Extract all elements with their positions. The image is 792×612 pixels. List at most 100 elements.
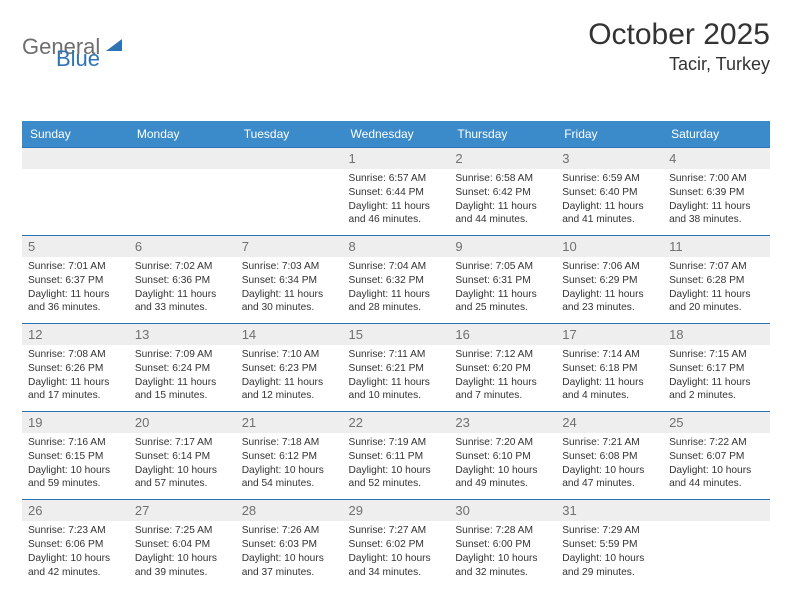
day-cell: 9 Sunrise: 7:05 AMSunset: 6:31 PMDaylight… — [449, 236, 556, 324]
day-details: Sunrise: 7:04 AMSunset: 6:32 PMDaylight:… — [349, 260, 444, 315]
week-row: 26Sunrise: 7:23 AMSunset: 6:06 PMDayligh… — [22, 500, 770, 588]
day-details: Sunrise: 7:18 AMSunset: 6:12 PMDaylight:… — [242, 436, 337, 491]
day-number: 12 — [22, 324, 129, 345]
day-details: Sunrise: 6:57 AMSunset: 6:44 PMDaylight:… — [349, 172, 444, 227]
day-cell: 22 Sunrise: 7:19 AMSunset: 6:11 PMDayligh… — [343, 412, 450, 500]
day-details: Sunrise: 7:03 AMSunset: 6:34 PMDaylight:… — [242, 260, 337, 315]
empty-day — [236, 148, 343, 169]
logo-word-blue: Blue — [56, 46, 100, 71]
day-cell: 4 Sunrise: 7:00 AMSunset: 6:39 PMDaylight… — [663, 148, 770, 236]
day-number: 26 — [22, 500, 129, 521]
day-cell: 29 Sunrise: 7:27 AMSunset: 6:02 PMDayligh… — [343, 500, 450, 588]
day-details: Sunrise: 7:26 AMSunset: 6:03 PMDaylight:… — [242, 524, 337, 579]
day-cell: 31 Sunrise: 7:29 AMSunset: 5:59 PMDayligh… — [556, 500, 663, 588]
week-row: 1 Sunrise: 6:57 AMSunset: 6:44 PMDaylight… — [22, 148, 770, 236]
day-number: 11 — [663, 236, 770, 257]
day-number: 1 — [343, 148, 450, 169]
day-number: 5 — [22, 236, 129, 257]
day-number: 25 — [663, 412, 770, 433]
week-row: 5 Sunrise: 7:01 AMSunset: 6:37 PMDaylight… — [22, 236, 770, 324]
day-cell — [663, 500, 770, 588]
logo-word-blue-wrap: Blue — [56, 46, 100, 72]
day-details: Sunrise: 7:21 AMSunset: 6:08 PMDaylight:… — [562, 436, 657, 491]
day-cell: 6Sunrise: 7:02 AMSunset: 6:36 PMDaylight… — [129, 236, 236, 324]
weekday-header-row: SundayMondayTuesdayWednesdayThursdayFrid… — [22, 121, 770, 148]
day-cell: 13Sunrise: 7:09 AMSunset: 6:24 PMDayligh… — [129, 324, 236, 412]
day-details: Sunrise: 7:17 AMSunset: 6:14 PMDaylight:… — [135, 436, 230, 491]
day-cell: 24 Sunrise: 7:21 AMSunset: 6:08 PMDayligh… — [556, 412, 663, 500]
day-number: 20 — [129, 412, 236, 433]
day-details: Sunrise: 7:08 AMSunset: 6:26 PMDaylight:… — [28, 348, 123, 403]
day-cell: 17 Sunrise: 7:14 AMSunset: 6:18 PMDayligh… — [556, 324, 663, 412]
day-number: 24 — [556, 412, 663, 433]
day-details: Sunrise: 7:10 AMSunset: 6:23 PMDaylight:… — [242, 348, 337, 403]
day-cell: 19Sunrise: 7:16 AMSunset: 6:15 PMDayligh… — [22, 412, 129, 500]
day-number: 4 — [663, 148, 770, 169]
day-cell — [129, 148, 236, 236]
day-number: 21 — [236, 412, 343, 433]
weekday-header: Saturday — [663, 121, 770, 148]
day-number: 10 — [556, 236, 663, 257]
calendar-table: SundayMondayTuesdayWednesdayThursdayFrid… — [22, 121, 770, 587]
empty-day — [129, 148, 236, 169]
day-details: Sunrise: 7:27 AMSunset: 6:02 PMDaylight:… — [349, 524, 444, 579]
day-number: 17 — [556, 324, 663, 345]
title-block: October 2025 Tacir, Turkey — [588, 18, 770, 75]
day-cell: 3Sunrise: 6:59 AMSunset: 6:40 PMDaylight… — [556, 148, 663, 236]
day-number: 19 — [22, 412, 129, 433]
day-details: Sunrise: 7:25 AMSunset: 6:04 PMDaylight:… — [135, 524, 230, 579]
weekday-header: Friday — [556, 121, 663, 148]
day-details: Sunrise: 7:00 AMSunset: 6:39 PMDaylight:… — [669, 172, 764, 227]
day-cell: 10 Sunrise: 7:06 AMSunset: 6:29 PMDayligh… — [556, 236, 663, 324]
empty-day — [663, 500, 770, 521]
day-number: 18 — [663, 324, 770, 345]
weekday-header: Wednesday — [343, 121, 450, 148]
day-cell: 14Sunrise: 7:10 AMSunset: 6:23 PMDayligh… — [236, 324, 343, 412]
day-number: 6 — [129, 236, 236, 257]
day-details: Sunrise: 7:15 AMSunset: 6:17 PMDaylight:… — [669, 348, 764, 403]
day-cell: 15Sunrise: 7:11 AMSunset: 6:21 PMDayligh… — [343, 324, 450, 412]
day-cell — [22, 148, 129, 236]
day-details: Sunrise: 6:58 AMSunset: 6:42 PMDaylight:… — [455, 172, 550, 227]
day-number: 29 — [343, 500, 450, 521]
day-details: Sunrise: 7:14 AMSunset: 6:18 PMDaylight:… — [562, 348, 657, 403]
day-details: Sunrise: 7:09 AMSunset: 6:24 PMDaylight:… — [135, 348, 230, 403]
day-number: 28 — [236, 500, 343, 521]
day-cell: 23Sunrise: 7:20 AMSunset: 6:10 PMDayligh… — [449, 412, 556, 500]
day-number: 2 — [449, 148, 556, 169]
day-details: Sunrise: 7:29 AMSunset: 5:59 PMDaylight:… — [562, 524, 657, 579]
day-details: Sunrise: 7:11 AMSunset: 6:21 PMDaylight:… — [349, 348, 444, 403]
day-details: Sunrise: 7:07 AMSunset: 6:28 PMDaylight:… — [669, 260, 764, 315]
month-title: October 2025 — [588, 18, 770, 52]
logo-sail-icon — [104, 37, 124, 58]
week-row: 19Sunrise: 7:16 AMSunset: 6:15 PMDayligh… — [22, 412, 770, 500]
empty-day — [22, 148, 129, 169]
day-cell: 27 Sunrise: 7:25 AMSunset: 6:04 PMDayligh… — [129, 500, 236, 588]
day-cell: 26Sunrise: 7:23 AMSunset: 6:06 PMDayligh… — [22, 500, 129, 588]
day-cell: 16Sunrise: 7:12 AMSunset: 6:20 PMDayligh… — [449, 324, 556, 412]
day-cell: 11 Sunrise: 7:07 AMSunset: 6:28 PMDayligh… — [663, 236, 770, 324]
day-number: 30 — [449, 500, 556, 521]
day-cell: 30Sunrise: 7:28 AMSunset: 6:00 PMDayligh… — [449, 500, 556, 588]
day-details: Sunrise: 7:05 AMSunset: 6:31 PMDaylight:… — [455, 260, 550, 315]
day-number: 31 — [556, 500, 663, 521]
day-number: 27 — [129, 500, 236, 521]
calendar-body: 1 Sunrise: 6:57 AMSunset: 6:44 PMDaylight… — [22, 148, 770, 588]
day-cell: 2 Sunrise: 6:58 AMSunset: 6:42 PMDaylight… — [449, 148, 556, 236]
day-cell: 1 Sunrise: 6:57 AMSunset: 6:44 PMDaylight… — [343, 148, 450, 236]
weekday-header: Thursday — [449, 121, 556, 148]
day-cell — [236, 148, 343, 236]
day-cell: 18 Sunrise: 7:15 AMSunset: 6:17 PMDayligh… — [663, 324, 770, 412]
day-number: 9 — [449, 236, 556, 257]
day-details: Sunrise: 7:06 AMSunset: 6:29 PMDaylight:… — [562, 260, 657, 315]
day-cell: 7Sunrise: 7:03 AMSunset: 6:34 PMDaylight… — [236, 236, 343, 324]
weekday-header: Sunday — [22, 121, 129, 148]
day-number: 22 — [343, 412, 450, 433]
day-cell: 8Sunrise: 7:04 AMSunset: 6:32 PMDaylight… — [343, 236, 450, 324]
day-details: Sunrise: 7:01 AMSunset: 6:37 PMDaylight:… — [28, 260, 123, 315]
week-row: 12 Sunrise: 7:08 AMSunset: 6:26 PMDayligh… — [22, 324, 770, 412]
day-cell: 12 Sunrise: 7:08 AMSunset: 6:26 PMDayligh… — [22, 324, 129, 412]
day-cell: 28 Sunrise: 7:26 AMSunset: 6:03 PMDayligh… — [236, 500, 343, 588]
day-details: Sunrise: 7:19 AMSunset: 6:11 PMDaylight:… — [349, 436, 444, 491]
day-details: Sunrise: 6:59 AMSunset: 6:40 PMDaylight:… — [562, 172, 657, 227]
